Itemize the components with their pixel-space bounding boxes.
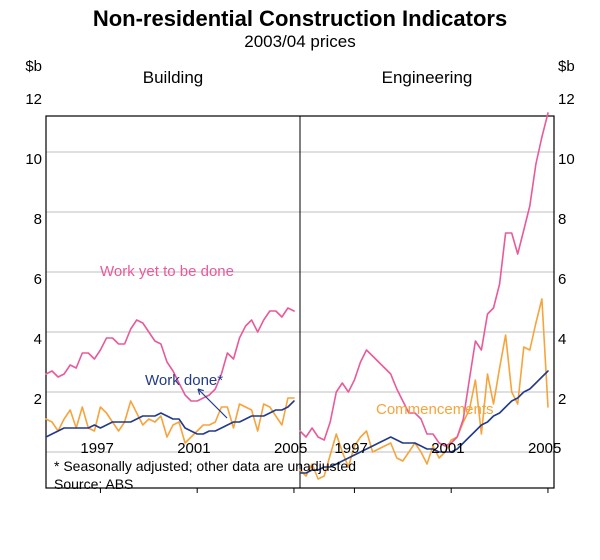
chart-title: Non-residential Construction Indicators (0, 0, 600, 32)
y-axis-unit-right: $b (558, 58, 575, 75)
y-tick-right: 8 (558, 211, 566, 228)
y-tick-left: 4 (34, 331, 42, 348)
panel-label-0: Building (46, 68, 300, 88)
x-tick: 2001 (177, 440, 210, 457)
x-tick: 2005 (528, 440, 561, 457)
panel-label-1: Engineering (300, 68, 554, 88)
y-tick-left: 12 (25, 91, 42, 108)
chart-subtitle: 2003/04 prices (0, 32, 600, 52)
y-tick-right: 10 (558, 151, 575, 168)
footnote-adj: * Seasonally adjusted; other data are un… (54, 458, 356, 474)
y-tick-left: 2 (34, 391, 42, 408)
x-tick: 1997 (334, 440, 367, 457)
y-tick-right: 6 (558, 271, 566, 288)
label-commencements: Commencements (376, 401, 494, 418)
y-tick-left: 6 (34, 271, 42, 288)
y-axis-unit-left: $b (25, 58, 42, 75)
x-tick: 2005 (274, 440, 307, 457)
x-tick: 2001 (431, 440, 464, 457)
x-tick: 1997 (80, 440, 113, 457)
y-tick-right: 4 (558, 331, 566, 348)
y-tick-right: 2 (558, 391, 566, 408)
y-tick-right: 12 (558, 91, 575, 108)
y-tick-left: 8 (34, 211, 42, 228)
y-tick-left: 10 (25, 151, 42, 168)
label-work-done: Work done* (145, 372, 223, 389)
label-work-yet: Work yet to be done (100, 263, 234, 280)
footnote-source: Source: ABS (54, 476, 133, 492)
